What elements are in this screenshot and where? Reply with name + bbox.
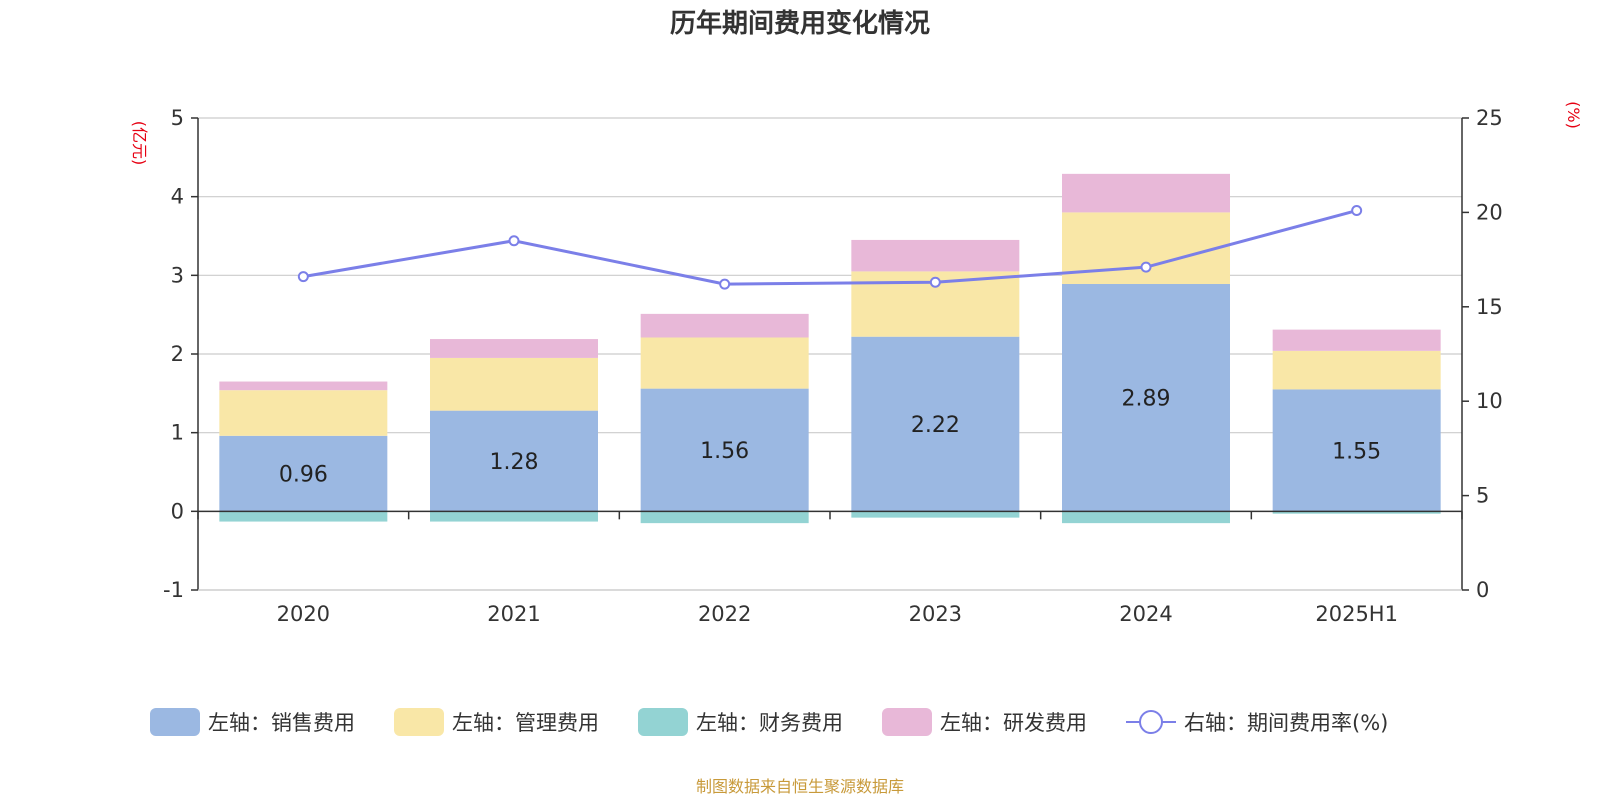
- right-tick-label: 5: [1476, 484, 1489, 508]
- left-tick-label: 4: [171, 185, 184, 209]
- line-point: [1140, 261, 1152, 273]
- bar-segment: [430, 339, 598, 358]
- legend-swatch: [882, 708, 932, 736]
- bar-value-label: 2.22: [911, 413, 960, 438]
- legend: 左轴：销售费用 左轴：管理费用 左轴：财务费用 左轴：研发费用 右轴：期间费用率(%): [150, 708, 1388, 736]
- legend-swatch-marker: [1139, 710, 1163, 734]
- x-tick-label: 2024: [1119, 602, 1172, 626]
- right-tick-label: 15: [1476, 295, 1503, 319]
- legend-label: 右轴：期间费用率(%): [1184, 711, 1388, 735]
- bars: [219, 173, 1441, 524]
- bar-segment: [640, 337, 809, 389]
- x-tick-label: 2020: [277, 602, 330, 626]
- legend-label: 左轴：财务费用: [696, 711, 843, 735]
- right-tick-label: 20: [1476, 200, 1503, 224]
- x-tick-label: 2021: [487, 602, 540, 626]
- legend-swatch: [150, 708, 200, 736]
- bar-segment: [1062, 511, 1230, 524]
- legend-label: 左轴：管理费用: [452, 711, 599, 735]
- left-tick-label: 5: [171, 106, 184, 130]
- bar-value-label: 1.28: [490, 450, 539, 475]
- axes: -1 0 1 2 3 4 5 0 5 10 15 20 25 2020 2021 2022 2023 2024 20…: [163, 106, 1503, 626]
- bar-segment: [851, 239, 1020, 272]
- legend-label: 左轴：销售费用: [208, 711, 355, 735]
- left-tick-label: -1: [163, 578, 184, 602]
- bar-value-label: 2.89: [1122, 387, 1171, 412]
- line-series: [303, 209, 1358, 286]
- left-tick-label: 1: [171, 421, 184, 445]
- bar-segment: [219, 511, 388, 522]
- right-axis-unit: (%): [1564, 101, 1583, 129]
- x-tick-label: 2025H1: [1315, 602, 1398, 626]
- left-tick-label: 2: [171, 342, 184, 366]
- bar-value-label: 1.55: [1332, 439, 1381, 464]
- bar-segment: [1062, 212, 1230, 284]
- right-tick-label: 10: [1476, 389, 1503, 413]
- bar-segment: [1272, 511, 1441, 514]
- legend-swatch: [638, 708, 688, 736]
- bar-segment: [640, 388, 809, 512]
- source-note: 制图数据来自恒生聚源数据库: [696, 777, 904, 796]
- bar-segment: [430, 357, 598, 411]
- bar-segment: [1062, 283, 1230, 512]
- x-tick-label: 2023: [909, 602, 962, 626]
- bar-segment: [1272, 350, 1441, 390]
- bar-segment: [430, 410, 598, 512]
- bar-value-label: 1.56: [700, 439, 749, 464]
- bar-labels: 0.96 1.28 1.56 2.22 2.89 1.55: [279, 387, 1381, 488]
- bar-segment: [219, 381, 388, 391]
- expense-ratio-line: [297, 205, 1363, 290]
- chart-title: 历年期间费用变化情况: [670, 8, 930, 39]
- line-point: [508, 235, 520, 247]
- left-tick-label: 0: [171, 499, 184, 523]
- line-point: [297, 271, 309, 283]
- left-axis-unit: (亿元): [130, 121, 149, 166]
- line-point: [929, 276, 941, 288]
- bar-segment: [1272, 329, 1441, 351]
- left-tick-label: 3: [171, 263, 184, 287]
- bar-segment: [640, 313, 809, 338]
- bar-segment: [219, 435, 388, 512]
- bar-segment: [219, 390, 388, 436]
- bar-segment: [851, 511, 1020, 518]
- line-point: [1351, 205, 1363, 217]
- bar-value-label: 0.96: [279, 463, 328, 488]
- right-tick-label: 0: [1476, 578, 1489, 602]
- bar-segment: [1062, 173, 1230, 213]
- line-point: [719, 278, 731, 290]
- legend-swatch: [394, 708, 444, 736]
- bar-segment: [1272, 389, 1441, 512]
- bar-segment: [640, 511, 809, 524]
- x-tick-label: 2022: [698, 602, 751, 626]
- bar-segment: [430, 511, 598, 522]
- bar-segment: [851, 336, 1020, 512]
- right-tick-label: 25: [1476, 106, 1503, 130]
- legend-label: 左轴：研发费用: [940, 711, 1087, 735]
